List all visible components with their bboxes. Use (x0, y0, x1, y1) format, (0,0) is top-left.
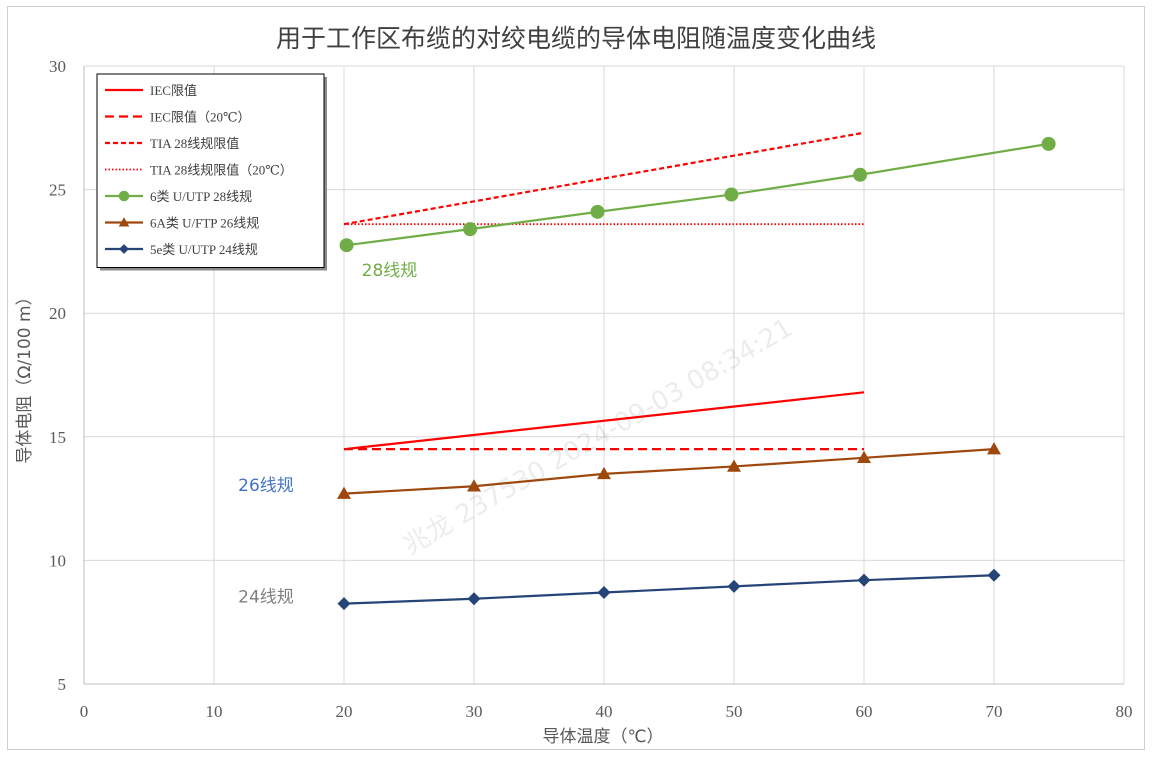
annotation-label: 26线规 (238, 476, 294, 496)
series-line (343, 448, 995, 495)
x-tick-label: 50 (726, 702, 743, 721)
data-point-diamond (987, 568, 1001, 582)
legend-item: TIA 28线规限值（20℃） (105, 163, 293, 178)
data-point-circle (118, 190, 130, 202)
axis-layer: 0 10 20 30 40 50 60 70 80 5 10 15 20 25 30 (49, 57, 1133, 721)
y-tick-label: 15 (49, 428, 66, 447)
series-line (346, 142, 1049, 247)
data-point-circle (724, 187, 739, 202)
data-point-diamond (337, 597, 351, 611)
x-tick-label: 60 (856, 702, 873, 721)
annotation-layer: 28线规 26线规 24线规 (238, 261, 417, 607)
y-tick-label: 10 (49, 551, 66, 570)
data-point-diamond (467, 592, 481, 606)
x-tick-label: 10 (206, 702, 223, 721)
data-point-triangle (857, 450, 871, 464)
chart-title: 用于工作区布缆的对绞电缆的导体电阻随温度变化曲线 (276, 24, 876, 53)
x-tick-label: 20 (336, 702, 353, 721)
legend: IEC限值 IEC限值（20℃） TIA 28线规限值 TIA 28线规限值（20℃）… (96, 73, 327, 271)
legend-label: 6A类 U/FTP 26线规 (150, 216, 259, 231)
data-point-diamond (119, 244, 129, 254)
legend-item: IEC限值 (105, 83, 197, 98)
data-point-diamond (857, 573, 871, 587)
series-5 (337, 442, 1001, 499)
x-tick-label: 70 (986, 702, 1003, 721)
x-axis-title: 导体温度（℃） (542, 727, 663, 747)
data-point-triangle (597, 466, 611, 480)
x-tick-label: 30 (466, 702, 483, 721)
legend-label: IEC限值 (150, 83, 197, 98)
legend-label: TIA 28线规限值（20℃） (150, 163, 293, 178)
legend-label: 6类 U/UTP 28线规 (150, 189, 252, 204)
series-4 (339, 136, 1056, 253)
x-tick-label: 0 (80, 702, 89, 721)
series-layer (337, 131, 1056, 611)
legend-item: 6A类 U/FTP 26线规 (105, 216, 259, 231)
x-tick-label: 40 (596, 702, 613, 721)
x-tick-label: 80 (1116, 702, 1133, 721)
y-tick-label: 30 (49, 57, 66, 76)
series-0 (343, 391, 865, 451)
annotation-label: 24线规 (238, 587, 294, 607)
data-point-triangle (727, 459, 741, 472)
legend-item: 5e类 U/UTP 24线规 (105, 242, 258, 257)
data-point-triangle (467, 479, 481, 492)
data-point-diamond (727, 579, 741, 593)
legend-label: 5e类 U/UTP 24线规 (150, 242, 258, 257)
data-point-circle (853, 167, 868, 182)
series-line (343, 391, 865, 451)
legend-item: TIA 28线规限值 (105, 136, 239, 151)
series-line (343, 574, 995, 605)
data-point-triangle (118, 217, 130, 227)
data-point-circle (463, 222, 478, 237)
legend-item: IEC限值（20℃） (105, 110, 250, 125)
series-6 (337, 568, 1001, 611)
data-point-triangle (337, 486, 351, 499)
data-point-circle (339, 238, 354, 253)
y-tick-label: 25 (49, 181, 66, 200)
annotation-label: 28线规 (362, 261, 418, 281)
y-tick-label: 5 (58, 675, 67, 694)
data-point-circle (590, 204, 605, 219)
data-point-circle (1041, 136, 1056, 151)
y-tick-label: 20 (49, 304, 66, 323)
y-axis-title: 导体电阻（Ω/100 m） (15, 288, 35, 463)
data-point-triangle (987, 442, 1001, 455)
data-point-diamond (597, 586, 611, 600)
legend-label: TIA 28线规限值 (150, 136, 239, 151)
legend-label: IEC限值（20℃） (150, 110, 250, 125)
legend-item: 6类 U/UTP 28线规 (105, 189, 252, 204)
legend-box (96, 73, 325, 268)
